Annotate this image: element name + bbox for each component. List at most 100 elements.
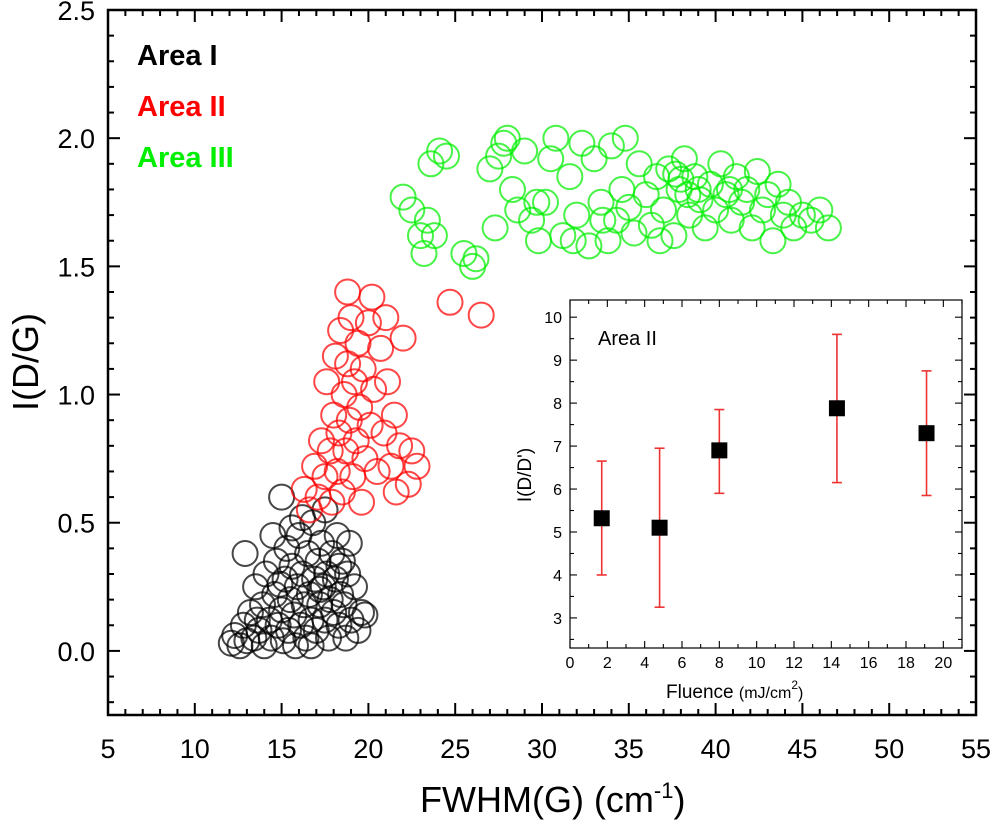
data-point-area-i — [257, 624, 285, 652]
y-tick-label: 0.0 — [57, 637, 95, 667]
data-point-area-iii — [662, 160, 690, 188]
data-point-area-ii — [356, 411, 384, 439]
data-point-area-iii — [587, 188, 615, 216]
data-point-area-iii — [597, 132, 625, 160]
data-point-area-iii — [523, 188, 551, 216]
data-point-area-ii — [374, 368, 401, 396]
data-point-area-iii — [563, 201, 591, 229]
inset-x-tick-label: 4 — [640, 655, 649, 672]
data-point-area-i — [266, 570, 294, 598]
data-point-area-iii — [814, 214, 842, 242]
data-point-area-iii — [702, 196, 730, 224]
data-point-area-ii — [337, 304, 365, 332]
data-point-area-i — [250, 632, 278, 660]
data-point-area-i — [335, 529, 363, 557]
data-point-area-ii — [367, 334, 395, 362]
data-point-area-iii — [493, 124, 521, 152]
data-point-area-ii — [360, 375, 388, 403]
data-point-area-iii — [407, 222, 434, 250]
inset-x-axis-title: Fluence (mJ/cm2) — [666, 678, 803, 703]
inset-data-points — [593, 333, 935, 608]
x-tick-label: 15 — [267, 734, 297, 764]
inset-x-tick-label: 18 — [897, 655, 915, 672]
data-point-area-iii — [485, 142, 513, 170]
data-point-area-ii — [370, 419, 398, 447]
legend-entry-area-i: Area I — [137, 40, 218, 72]
data-point-area-i — [276, 586, 304, 614]
data-point-area-ii — [334, 278, 362, 306]
data-point-area-iii — [611, 124, 639, 152]
data-point-area-iii — [532, 188, 559, 216]
data-point-area-iii — [525, 227, 552, 255]
main-data-points — [217, 124, 842, 660]
data-point-area-iii — [660, 222, 688, 250]
x-tick-label: 10 — [180, 734, 210, 764]
data-point-area-ii — [386, 432, 414, 460]
data-point-area-i — [292, 624, 320, 652]
data-point-area-i — [259, 522, 287, 549]
inset-y-tick-label: 10 — [544, 310, 562, 327]
data-point-area-iii — [537, 145, 565, 173]
data-point-area-i — [268, 483, 296, 511]
inset-x-tick-labels: 0 2 4 6 8 10 12 14 16 18 20 — [566, 655, 953, 672]
data-point-area-iii — [667, 165, 695, 193]
data-point-area-i — [275, 616, 302, 644]
data-point-area-iii — [797, 206, 825, 234]
data-point-area-i — [344, 616, 372, 644]
y-tick-label: 2.5 — [57, 0, 95, 26]
data-point-area-i — [243, 606, 271, 634]
data-point-area-iii — [650, 196, 677, 224]
data-point-area-i — [327, 581, 355, 608]
data-point-area-iii — [749, 196, 776, 224]
data-point-area-iii — [716, 176, 743, 203]
inset-x-tick-label: 0 — [566, 655, 575, 672]
data-point-area-i — [325, 552, 353, 580]
data-point-area-ii — [363, 458, 391, 485]
data-point-area-iii — [608, 176, 636, 203]
y-tick-label: 0.5 — [57, 509, 95, 539]
data-point-area-iii — [490, 129, 518, 157]
data-point-area-ii — [348, 488, 375, 516]
data-point-area-ii — [308, 427, 335, 455]
inset-y-tick-label: 4 — [553, 568, 562, 585]
data-point-area-iii — [788, 201, 816, 229]
data-point-area-iii — [426, 137, 454, 165]
x-tick-label: 45 — [787, 734, 817, 764]
data-point-area-iii — [691, 214, 719, 242]
data-point-area-ii — [332, 437, 360, 465]
data-point-area-iii — [686, 186, 714, 214]
data-point-area-i — [328, 547, 356, 575]
inset-x-tick-label: 6 — [678, 655, 687, 672]
main-x-axis-title: FWHM(G) (cm-1) — [420, 778, 685, 820]
data-point-area-ii — [301, 452, 329, 480]
data-point-area-iii — [646, 227, 674, 255]
data-point-area-iii — [707, 150, 735, 178]
data-point-area-iii — [806, 196, 834, 224]
data-point-area-ii — [354, 309, 382, 337]
data-point-area-iii — [433, 142, 460, 170]
inset-y-axis-title: I(D/D') — [515, 448, 536, 502]
data-point-area-i — [348, 599, 375, 626]
data-point-area-iii — [542, 124, 570, 152]
y-tick-label: 1.5 — [57, 252, 95, 282]
data-point-area-iii — [632, 181, 660, 209]
data-point-area-ii — [380, 401, 408, 429]
legend-entry-area-iii: Area III — [137, 142, 234, 174]
data-point-area-iii — [764, 170, 792, 198]
inset-x-tick-label: 14 — [822, 655, 840, 672]
data-point-area-ii — [372, 304, 400, 332]
data-point-area-ii — [382, 478, 410, 506]
inset-plot-frame — [569, 299, 963, 649]
y-tick-label: 2.0 — [57, 124, 95, 154]
inset-y-tick-label: 9 — [553, 353, 562, 370]
data-point-area-i — [341, 573, 368, 601]
data-point-area-i — [320, 599, 348, 626]
x-tick-label: 25 — [440, 734, 470, 764]
inset-background — [570, 300, 962, 648]
x-tick-label: 40 — [701, 734, 731, 764]
data-point-area-ii — [311, 463, 339, 491]
data-point-area-iii — [684, 176, 712, 203]
data-point-area-ii — [398, 437, 426, 465]
data-point-area-ii — [290, 475, 318, 503]
